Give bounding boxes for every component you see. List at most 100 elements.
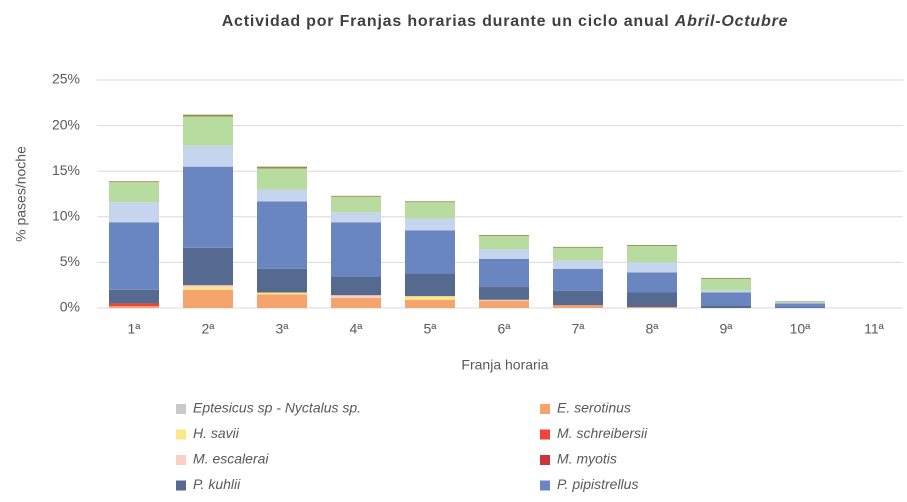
title-italic: Abril-Octubre (674, 13, 789, 30)
bar-segment (331, 276, 381, 296)
y-tick-label: 20% (52, 116, 80, 132)
bar-segment (257, 294, 307, 308)
bar-segment (405, 218, 455, 231)
title-text: Actividad por Franjas horarias durante u… (222, 13, 670, 30)
x-tick-label: 11ª (864, 321, 885, 337)
bar-segment (109, 306, 159, 308)
bar-segment (775, 301, 825, 303)
bar-segment (553, 260, 603, 269)
bar-segment (183, 166, 233, 248)
legend-swatch (176, 429, 186, 440)
bar-segment (553, 268, 603, 291)
bar-segment (775, 307, 825, 308)
bar-segment (479, 235, 529, 250)
bar-segment (479, 287, 529, 300)
bar-segment (701, 290, 751, 293)
bar-segment (405, 296, 455, 300)
bar-segment (109, 202, 159, 223)
bar-segment (183, 289, 233, 308)
bar-segment (405, 202, 455, 219)
legend-label: E. serotinus (557, 400, 631, 416)
bar-segment (183, 285, 233, 288)
legend-swatch (540, 404, 550, 414)
x-tick-label: 5ª (424, 321, 438, 337)
bar-segment (257, 166, 307, 169)
bar-segment (775, 303, 825, 308)
bar-segment (479, 299, 529, 301)
bar-segment (331, 295, 381, 298)
bar-segment (109, 303, 159, 307)
bar-segment (627, 307, 677, 308)
legend-label: Eptesicus sp - Nyctalus sp. (193, 400, 361, 416)
legend-label: H. savii (193, 425, 240, 441)
bar-segment (109, 289, 159, 304)
bar-segment (405, 201, 455, 203)
x-tick-label: 7ª (572, 321, 586, 337)
x-tick-label: 1ª (128, 321, 142, 337)
bar-segment (331, 195, 381, 197)
x-tick-label: 2ª (202, 321, 216, 337)
bar-segment (257, 189, 307, 202)
bar-segment (109, 222, 159, 290)
legend-swatch (540, 480, 550, 491)
bar-segment (627, 292, 677, 308)
x-tick-label: 6ª (498, 321, 512, 337)
x-axis-label: Franja horaria (461, 357, 548, 373)
x-tick-label: 9ª (720, 321, 734, 337)
legend-swatch (176, 404, 186, 414)
bar-segment (479, 249, 529, 259)
bar-segment (405, 230, 455, 274)
bar-segment (331, 222, 381, 277)
bar-segment (701, 278, 751, 291)
y-tick-label: 5% (60, 253, 80, 269)
bar-segment (183, 145, 233, 167)
bar-segment (331, 297, 381, 308)
bar-segment (257, 201, 307, 269)
y-tick-label: 0% (60, 299, 80, 315)
bar-segment (109, 182, 159, 203)
bar-segment (553, 305, 603, 308)
bar-segment (257, 268, 307, 293)
x-tick-label: 8ª (646, 321, 660, 337)
bar-segment (405, 273, 455, 297)
bar-segment (109, 181, 159, 183)
bar-segment (553, 247, 603, 261)
x-tick-label: 10ª (790, 321, 812, 337)
legend-label: M. schreibersii (557, 425, 648, 441)
legend-swatch (176, 480, 186, 491)
x-tick-label: 3ª (276, 321, 290, 337)
legend-label: M. myotis (557, 451, 617, 467)
bar-segment (331, 196, 381, 213)
bar-segment (701, 305, 751, 308)
bar-segment (257, 292, 307, 295)
y-axis-label: % pases/noche (13, 146, 29, 242)
bar-segment (405, 299, 455, 308)
chart-title: Actividad por Franjas horarias durante u… (222, 13, 789, 30)
bar-segment (701, 292, 751, 306)
bar-segment (627, 262, 677, 273)
bar-segment (627, 245, 677, 246)
bar-segment (553, 246, 603, 248)
bar-segment (479, 300, 529, 308)
legend-swatch (540, 429, 550, 440)
bar-segment (627, 272, 677, 293)
x-tick-label: 4ª (350, 321, 364, 337)
bar-segment (479, 235, 529, 236)
bar-segment (331, 212, 381, 223)
bar-segment (183, 287, 233, 290)
bar-segment (553, 290, 603, 306)
y-tick-label: 25% (52, 71, 80, 87)
legend-label: M. escalerai (193, 451, 269, 467)
y-tick-label: 15% (52, 162, 80, 178)
legend-swatch (540, 455, 550, 465)
bar-segment (627, 245, 677, 263)
bar-segment (775, 302, 825, 304)
legend-swatch (176, 455, 186, 465)
y-tick-label: 10% (52, 208, 80, 224)
legend-label: P. kuhlii (193, 476, 241, 492)
bar-segment (183, 116, 233, 146)
bar-segment (257, 168, 307, 190)
bar-segment (183, 247, 233, 286)
bar-segment (701, 277, 751, 279)
